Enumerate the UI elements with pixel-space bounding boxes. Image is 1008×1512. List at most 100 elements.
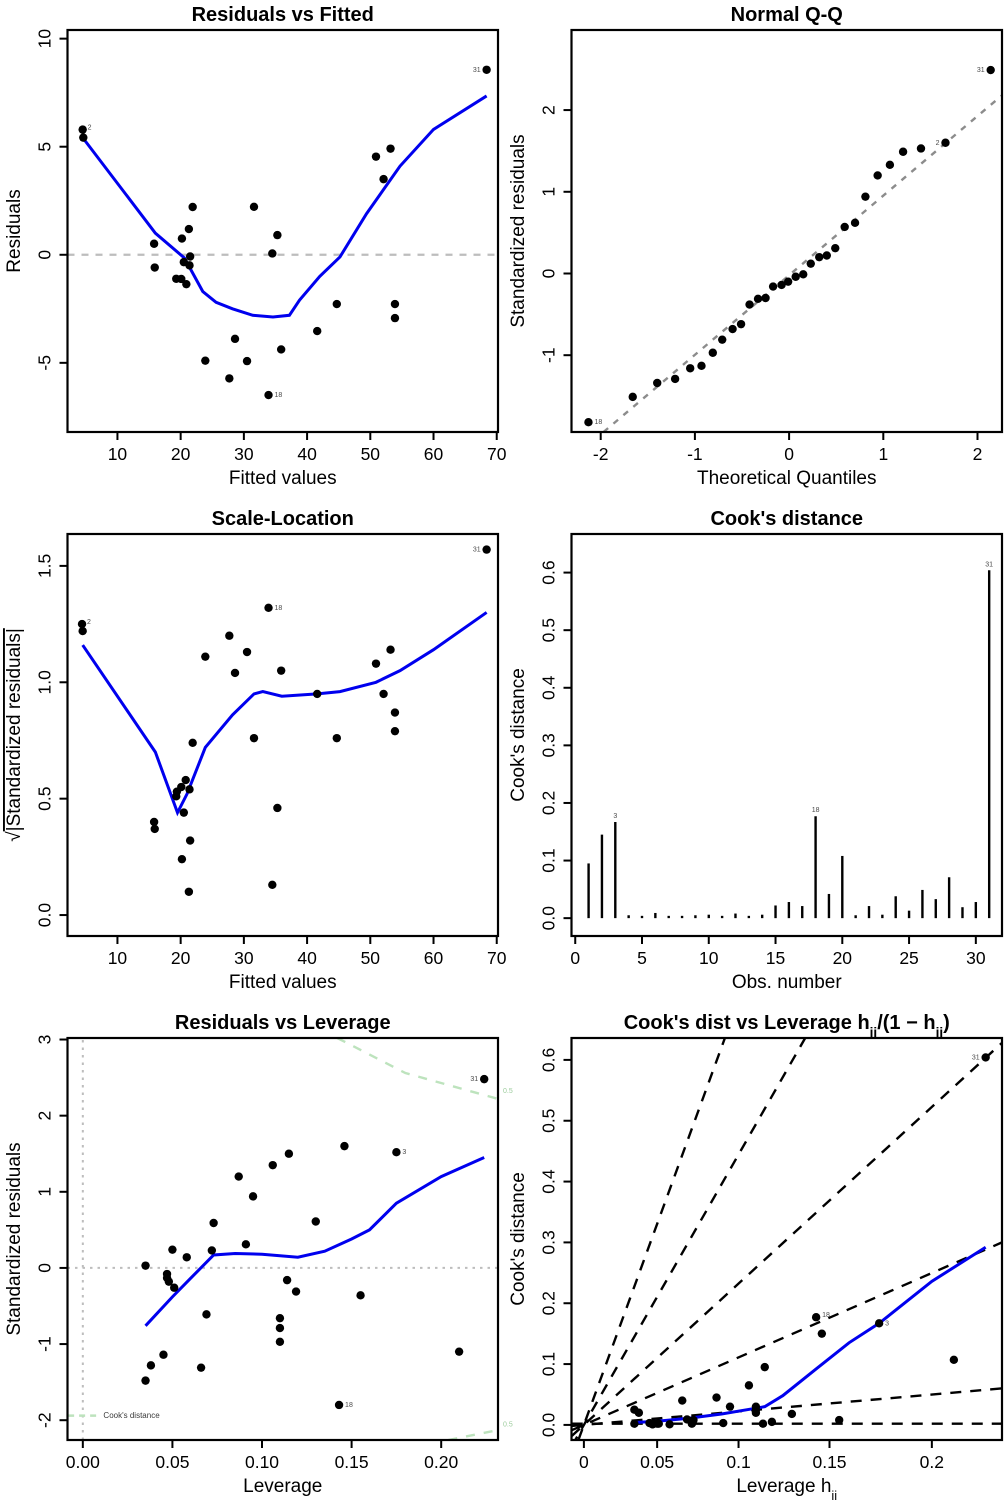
svg-text:18: 18 [275, 605, 283, 612]
svg-text:-1: -1 [35, 1336, 55, 1352]
panel-residuals-vs-leverage: 0.00 0.05 0.10 0.15 0.20 -2 -1 0 1 2 3 Residuals vs… [0, 1008, 513, 1512]
svg-text:18: 18 [822, 1312, 830, 1319]
svg-text:3: 3 [35, 1035, 55, 1045]
svg-text:0.3: 0.3 [539, 733, 559, 757]
scale-location-plot: 10 20 30 40 50 60 70 0.0 0.5 1.0 1.5 Scale-Location… [4, 508, 507, 993]
svg-text:Fitted values: Fitted values [229, 468, 337, 489]
svg-text:15: 15 [766, 948, 785, 968]
svg-text:20: 20 [171, 444, 191, 464]
svg-text:18: 18 [812, 807, 820, 814]
normal-qq-plot: -2 -1 0 1 2 -1 0 1 2 Normal Q-Q Theoretical Quanti… [508, 4, 1004, 489]
svg-text:√|Standardized residuals|: √|Standardized residuals| [4, 628, 25, 842]
svg-text:Leverage hii: Leverage hii [736, 1476, 837, 1503]
svg-text:Residuals vs Leverage: Residuals vs Leverage [175, 1012, 391, 1034]
svg-text:0.0: 0.0 [539, 1412, 559, 1437]
svg-text:-2: -2 [593, 444, 609, 464]
svg-text:30: 30 [234, 948, 254, 968]
svg-text:Cook's distance: Cook's distance [508, 1172, 529, 1306]
svg-text:Scale-Location: Scale-Location [212, 508, 354, 530]
svg-text:10: 10 [35, 29, 55, 49]
svg-text:0.5: 0.5 [503, 1421, 513, 1428]
svg-text:50: 50 [361, 444, 381, 464]
svg-text:0.10: 0.10 [245, 1452, 279, 1472]
svg-text:0: 0 [35, 250, 55, 260]
svg-text:1.0: 1.0 [35, 670, 55, 695]
svg-text:0.1: 0.1 [539, 1352, 559, 1376]
svg-text:Standardized residuals: Standardized residuals [4, 1142, 25, 1335]
svg-text:-2: -2 [35, 1412, 55, 1428]
svg-text:0.20: 0.20 [424, 1452, 458, 1472]
svg-text:Cook's dist vs Leverage hii/(: Cook's dist vs Leverage hii/(1 − hii) [624, 1012, 950, 1040]
panel-cooks-distance: 0 5 10 15 20 25 30 0.0 0.1 0.2 0.3 0.4 0.5 0.6 Cook's … [504, 504, 1008, 1008]
svg-text:31: 31 [473, 547, 481, 554]
svg-text:0.2: 0.2 [920, 1452, 944, 1472]
svg-text:0.0: 0.0 [35, 903, 55, 928]
svg-text:1.5: 1.5 [35, 554, 55, 578]
panel-residuals-vs-fitted: 10 20 30 40 50 60 70 -5 0 5 10 Residuals vs Fitted F… [0, 0, 507, 504]
svg-text:0.00: 0.00 [66, 1452, 100, 1472]
svg-text:0.4: 0.4 [539, 1169, 559, 1194]
svg-text:Cook's distance: Cook's distance [710, 508, 863, 530]
svg-text:1: 1 [878, 444, 888, 464]
svg-text:2: 2 [87, 619, 91, 626]
svg-text:10: 10 [108, 444, 128, 464]
panel-scale-location: 10 20 30 40 50 60 70 0.0 0.5 1.0 1.5 Scale-Location… [0, 504, 507, 1008]
svg-text:Cook's distance: Cook's distance [508, 668, 529, 802]
svg-text:3: 3 [885, 1320, 889, 1327]
svg-text:0.5: 0.5 [503, 1088, 513, 1095]
svg-text:0.05: 0.05 [155, 1452, 189, 1472]
svg-text:Leverage: Leverage [243, 1476, 322, 1497]
svg-text:-1: -1 [687, 444, 703, 464]
svg-text:30: 30 [966, 948, 986, 968]
svg-text:0.1: 0.1 [726, 1452, 750, 1472]
svg-text:Fitted values: Fitted values [229, 972, 337, 993]
svg-text:-5: -5 [35, 355, 55, 371]
svg-text:40: 40 [297, 444, 317, 464]
cooks-distance-plot: 0 5 10 15 20 25 30 0.0 0.1 0.2 0.3 0.4 0.5 0.6 Cook's … [508, 508, 1004, 993]
svg-text:31: 31 [470, 1076, 478, 1083]
svg-text:2: 2 [88, 125, 92, 132]
svg-text:20: 20 [171, 948, 191, 968]
svg-text:0.05: 0.05 [640, 1452, 674, 1472]
svg-text:18: 18 [345, 1402, 353, 1409]
panel-cooks-dist-vs-leverage: 0 0.05 0.1 0.15 0.2 0.0 0.1 0.2 0.3 0.4 0.5 0.6 Cook… [504, 1008, 1008, 1512]
svg-text:2: 2 [936, 140, 940, 147]
svg-text:0.6: 0.6 [539, 560, 559, 584]
svg-text:0.6: 0.6 [539, 1048, 559, 1072]
svg-text:0.15: 0.15 [812, 1452, 846, 1472]
svg-text:31: 31 [977, 67, 985, 74]
svg-text:10: 10 [108, 948, 128, 968]
svg-text:31: 31 [985, 561, 993, 568]
svg-text:70: 70 [487, 444, 507, 464]
svg-text:3: 3 [613, 813, 617, 820]
svg-text:0: 0 [539, 268, 559, 278]
svg-text:0: 0 [784, 444, 794, 464]
svg-text:Residuals: Residuals [4, 189, 25, 272]
svg-text:18: 18 [594, 419, 602, 426]
svg-text:2: 2 [35, 1111, 55, 1121]
svg-text:0.2: 0.2 [539, 1291, 559, 1315]
svg-text:Residuals vs Fitted: Residuals vs Fitted [192, 4, 374, 26]
svg-text:18: 18 [275, 392, 283, 399]
svg-text:60: 60 [424, 444, 444, 464]
cooks-dist-vs-leverage-plot: 0 0.05 0.1 0.15 0.2 0.0 0.1 0.2 0.3 0.4 0.5 0.6 Cook… [508, 1012, 1004, 1503]
svg-text:10: 10 [699, 948, 719, 968]
svg-text:40: 40 [297, 948, 317, 968]
svg-text:0: 0 [579, 1452, 589, 1472]
svg-text:3: 3 [402, 1149, 406, 1156]
svg-text:Normal Q-Q: Normal Q-Q [731, 4, 843, 26]
svg-text:Obs. number: Obs. number [732, 972, 842, 993]
svg-text:0.5: 0.5 [539, 618, 559, 642]
svg-text:0.5: 0.5 [539, 1109, 559, 1133]
svg-text:2: 2 [973, 444, 983, 464]
svg-text:30: 30 [234, 444, 254, 464]
svg-text:1: 1 [35, 1187, 55, 1197]
svg-text:Theoretical Quantiles: Theoretical Quantiles [697, 468, 877, 489]
svg-text:5: 5 [35, 142, 55, 152]
svg-text:5: 5 [637, 948, 647, 968]
svg-text:0.3: 0.3 [539, 1230, 559, 1254]
svg-text:0: 0 [35, 1263, 55, 1273]
svg-text:0: 0 [570, 948, 580, 968]
residuals-vs-fitted-plot: 10 20 30 40 50 60 70 -5 0 5 10 Residuals vs Fitted F… [4, 4, 507, 489]
